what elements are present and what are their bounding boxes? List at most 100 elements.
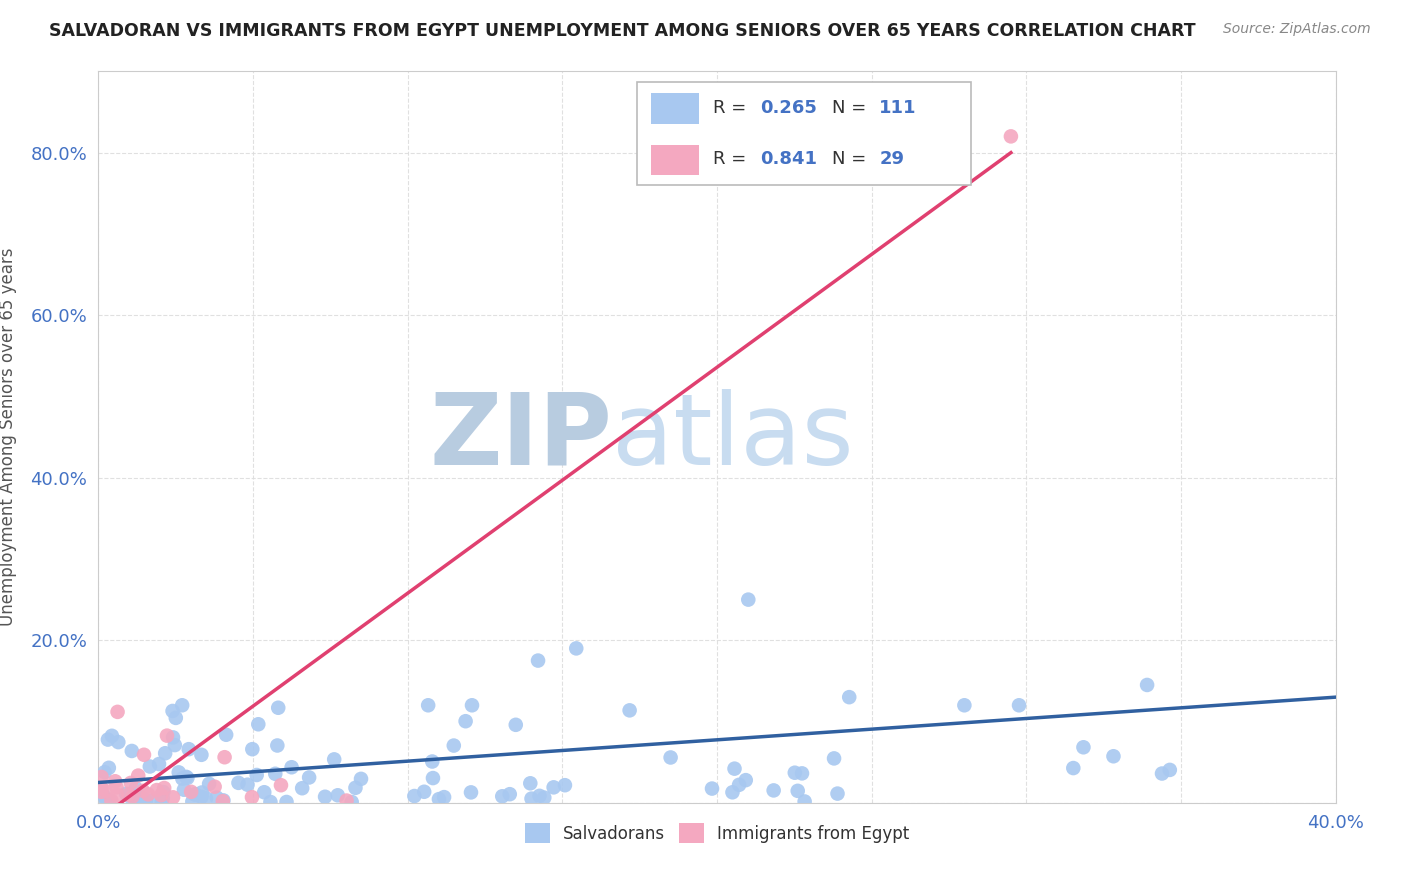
Text: SALVADORAN VS IMMIGRANTS FROM EGYPT UNEMPLOYMENT AMONG SENIORS OVER 65 YEARS COR: SALVADORAN VS IMMIGRANTS FROM EGYPT UNEM… — [49, 22, 1197, 40]
Point — [240, 790, 263, 805]
Point — [721, 785, 744, 799]
Point — [1102, 749, 1125, 764]
FancyBboxPatch shape — [637, 82, 970, 185]
Point — [139, 794, 162, 808]
Point — [527, 654, 550, 668]
Point — [427, 792, 450, 806]
Point — [125, 781, 148, 796]
Point — [1073, 740, 1095, 755]
Point — [211, 794, 233, 808]
Bar — [651, 145, 699, 175]
Point — [97, 732, 120, 747]
Point — [176, 771, 198, 785]
Point — [270, 778, 292, 792]
Point — [165, 711, 187, 725]
Point — [1136, 678, 1159, 692]
Point — [120, 776, 142, 790]
Point — [190, 747, 212, 762]
Point — [121, 744, 143, 758]
Point — [786, 784, 808, 798]
Point — [174, 770, 197, 784]
Point — [107, 735, 129, 749]
Point — [156, 729, 179, 743]
Point — [491, 789, 513, 804]
Legend: Salvadorans, Immigrants from Egypt: Salvadorans, Immigrants from Egypt — [519, 817, 915, 849]
Point — [115, 787, 138, 801]
Point — [443, 739, 465, 753]
Point — [529, 789, 551, 803]
Point — [1000, 129, 1022, 144]
Point — [181, 795, 204, 809]
Point — [499, 787, 522, 801]
Point — [107, 705, 129, 719]
Text: N =: N = — [832, 150, 872, 168]
Point — [723, 762, 745, 776]
Point — [519, 776, 541, 790]
Point — [461, 698, 484, 713]
Point — [240, 742, 263, 756]
Point — [264, 766, 287, 780]
Point — [198, 777, 221, 791]
Point — [953, 698, 976, 713]
Point — [762, 783, 785, 797]
Point — [291, 781, 314, 796]
Point — [173, 782, 195, 797]
Point — [190, 789, 212, 804]
Point — [177, 742, 200, 756]
Point — [1062, 761, 1084, 775]
Point — [153, 780, 176, 795]
Point — [100, 793, 122, 807]
Point — [145, 783, 167, 797]
Point — [204, 780, 226, 794]
Point — [152, 785, 174, 799]
Point — [323, 752, 346, 766]
Point — [253, 785, 276, 799]
Point — [172, 772, 194, 786]
Point — [422, 771, 444, 785]
Point — [101, 729, 124, 743]
Point — [533, 790, 555, 805]
Point — [838, 690, 860, 705]
Point — [413, 785, 436, 799]
Point — [520, 791, 543, 805]
Point — [420, 755, 443, 769]
Point — [280, 760, 302, 774]
Point — [90, 770, 112, 784]
Point — [326, 789, 349, 803]
Point — [153, 746, 176, 760]
Point — [350, 772, 373, 786]
Point — [148, 757, 170, 772]
Point — [184, 788, 207, 802]
Point — [236, 778, 259, 792]
Point — [184, 787, 207, 801]
Point — [700, 781, 723, 796]
Point — [93, 765, 115, 780]
Point — [205, 790, 228, 805]
Text: R =: R = — [713, 99, 752, 117]
Text: N =: N = — [832, 99, 872, 117]
Point — [127, 768, 149, 782]
Point — [132, 784, 155, 798]
Point — [121, 789, 143, 804]
Point — [124, 789, 146, 803]
Point — [131, 791, 153, 805]
Point — [191, 785, 214, 799]
Point — [460, 785, 482, 799]
Text: R =: R = — [713, 150, 752, 168]
Point — [823, 751, 845, 765]
Point — [266, 739, 288, 753]
Point — [90, 785, 112, 799]
Point — [659, 750, 682, 764]
Point — [543, 780, 565, 795]
Point — [215, 728, 238, 742]
Point — [94, 784, 117, 798]
Point — [1159, 763, 1181, 777]
Point — [139, 759, 162, 773]
Point — [1150, 766, 1173, 780]
Point — [214, 750, 236, 764]
Text: ZIP: ZIP — [429, 389, 612, 485]
Point — [120, 789, 142, 804]
Point — [90, 780, 112, 795]
Point — [259, 795, 281, 809]
Point — [172, 698, 194, 713]
